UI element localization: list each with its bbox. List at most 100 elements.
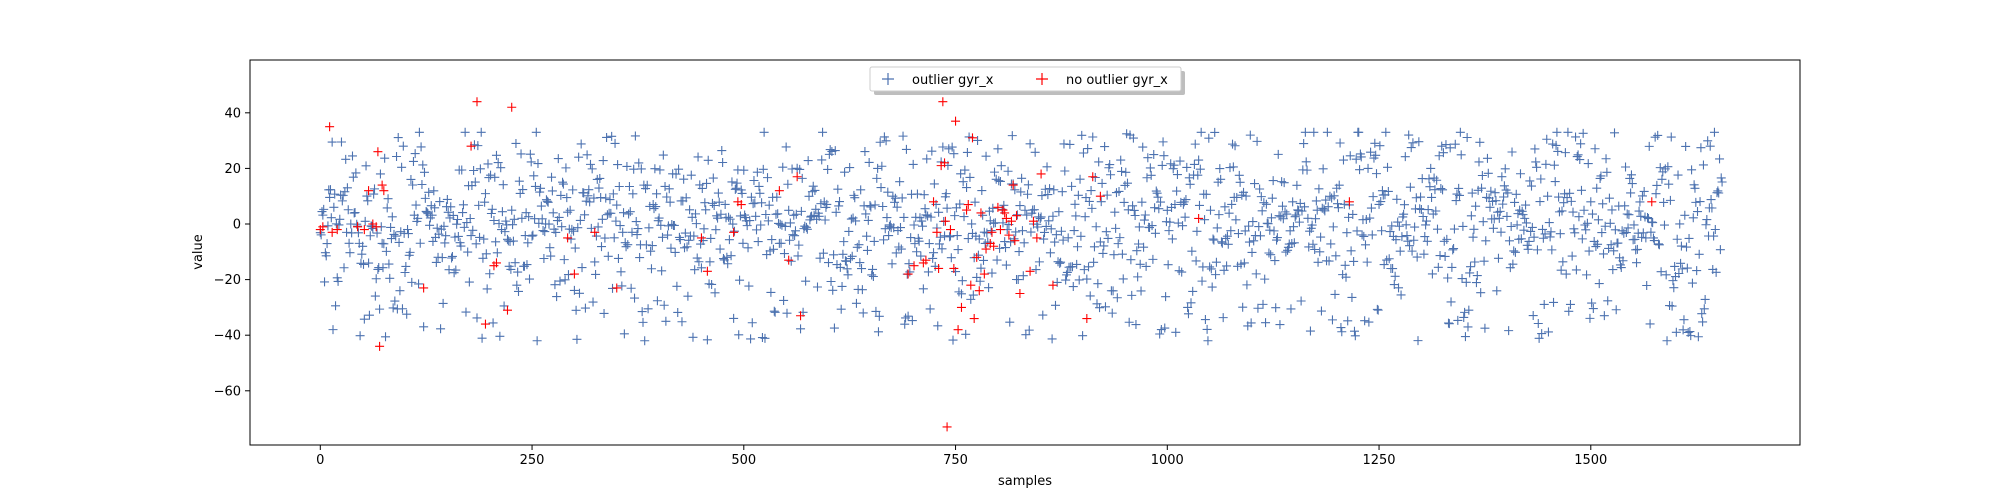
data-point-outlier: [1132, 246, 1142, 256]
data-point-outlier: [1159, 151, 1169, 161]
data-point-outlier: [1100, 142, 1110, 152]
data-point-outlier: [609, 233, 619, 243]
data-point-outlier: [403, 229, 413, 239]
data-point-outlier: [846, 254, 856, 264]
data-point-outlier: [397, 162, 407, 172]
data-point-outlier: [865, 201, 875, 211]
data-point-outlier: [1013, 275, 1023, 285]
y-tick-label: −40: [214, 329, 241, 344]
data-point-outlier: [756, 220, 766, 230]
data-point-outlier: [1266, 250, 1276, 260]
data-point-outlier: [1065, 139, 1075, 149]
data-point-outlier: [1710, 224, 1720, 234]
data-point-outlier: [495, 331, 505, 341]
data-point-outlier: [350, 208, 360, 218]
data-point-outlier: [707, 279, 717, 289]
data-point-outlier: [725, 214, 735, 224]
data-point-outlier: [1261, 318, 1271, 328]
data-point-outlier: [1126, 255, 1136, 265]
data-point-outlier: [778, 162, 788, 172]
data-point-outlier: [1391, 235, 1401, 245]
data-point-outlier: [1695, 197, 1705, 207]
data-point-outlier: [325, 185, 335, 195]
x-tick-label: 1500: [1574, 453, 1607, 468]
data-point-outlier: [670, 247, 680, 257]
data-point-outlier: [729, 313, 739, 323]
data-point-outlier: [562, 193, 572, 203]
data-point-no-outlier: [1000, 208, 1010, 218]
data-point-outlier: [1333, 203, 1343, 213]
data-point-outlier: [766, 287, 776, 297]
data-point-outlier: [1709, 231, 1719, 241]
data-point-outlier: [1342, 228, 1352, 238]
data-point-outlier: [1300, 202, 1310, 212]
data-point-outlier: [1080, 212, 1090, 222]
data-point-outlier: [674, 232, 684, 242]
data-point-outlier: [1500, 164, 1510, 174]
data-point-outlier: [873, 327, 883, 337]
data-point-outlier: [1288, 197, 1298, 207]
data-point-outlier: [523, 238, 533, 248]
data-point-outlier: [612, 200, 622, 210]
data-point-outlier: [1082, 274, 1092, 284]
data-point-outlier: [1060, 166, 1070, 176]
data-point-outlier: [675, 235, 685, 245]
data-point-outlier: [598, 156, 608, 166]
data-point-outlier: [628, 189, 638, 199]
data-point-outlier: [957, 276, 967, 286]
x-tick-label: 1250: [1362, 453, 1395, 468]
data-point-outlier: [1458, 221, 1468, 231]
data-point-outlier: [918, 284, 928, 294]
data-point-outlier: [1341, 272, 1351, 282]
data-point-outlier: [413, 213, 423, 223]
data-point-outlier: [938, 142, 948, 152]
data-point-outlier: [976, 263, 986, 273]
data-point-outlier: [910, 239, 920, 249]
data-point-outlier: [857, 264, 867, 274]
data-point-outlier: [1462, 132, 1472, 142]
data-point-outlier: [1266, 213, 1276, 223]
data-point-outlier: [1540, 229, 1550, 239]
data-point-outlier: [1215, 164, 1225, 174]
data-point-outlier: [419, 167, 429, 177]
data-point-outlier: [1195, 164, 1205, 174]
data-point-outlier: [887, 259, 897, 269]
data-point-outlier: [1544, 218, 1554, 228]
data-point-outlier: [417, 180, 427, 189]
data-point-outlier: [663, 230, 673, 240]
data-point-outlier: [1555, 229, 1565, 239]
data-point-outlier: [355, 331, 365, 341]
data-point-outlier: [1437, 141, 1447, 151]
data-point-outlier: [1582, 270, 1592, 280]
data-point-outlier: [1054, 207, 1064, 217]
data-point-outlier: [530, 181, 540, 191]
data-point-outlier: [1310, 245, 1320, 255]
data-point-no-outlier: [1095, 191, 1105, 201]
data-point-outlier: [414, 279, 424, 289]
data-point-no-outlier: [1010, 236, 1020, 246]
data-point-no-outlier: [1032, 233, 1042, 243]
data-point-outlier: [1247, 247, 1257, 257]
data-point-no-outlier: [1012, 211, 1022, 221]
data-point-outlier: [585, 159, 595, 169]
data-point-outlier: [1370, 138, 1380, 148]
data-point-outlier: [1014, 247, 1024, 257]
data-point-outlier: [451, 265, 461, 275]
data-point-outlier: [471, 239, 481, 249]
data-point-outlier: [527, 231, 537, 241]
data-point-outlier: [438, 298, 448, 308]
data-point-outlier: [1510, 247, 1520, 257]
data-point-outlier: [1045, 184, 1055, 194]
data-point-outlier: [1005, 317, 1015, 327]
data-point-outlier: [371, 274, 381, 284]
data-point-outlier: [823, 258, 833, 268]
data-point-outlier: [686, 170, 696, 180]
data-point-outlier: [914, 236, 924, 246]
data-point-outlier: [925, 304, 935, 314]
data-point-outlier: [1154, 204, 1164, 214]
data-point-outlier: [602, 132, 612, 142]
data-point-outlier: [432, 223, 442, 233]
data-point-outlier: [486, 209, 496, 219]
data-point-outlier: [1394, 283, 1404, 293]
data-point-outlier: [1030, 147, 1040, 157]
